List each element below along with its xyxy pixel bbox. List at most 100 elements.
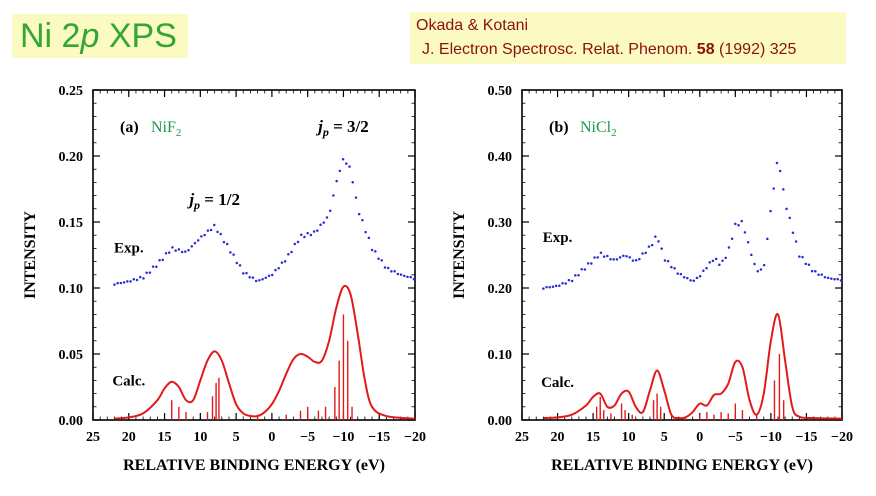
title-suffix: XPS [99,17,177,55]
x-tick-label: 5 [661,430,668,445]
exp-data-point [367,236,371,240]
exp-data-point [126,280,129,283]
exp-data-point [267,274,271,278]
exp-data-point [801,255,804,259]
exp-data-point [628,256,631,259]
x-tick-label: 25 [515,430,529,445]
exp-data-point [804,262,807,266]
exp-data-point [374,250,377,253]
x-tick-label: 20 [122,430,136,445]
exp-data-point [142,277,145,280]
exp-data-point [345,162,348,165]
exp-data-point [254,279,258,283]
exp-data-point [686,276,689,280]
exp-data-point [219,232,222,236]
exp-data-point [638,257,641,261]
y-tick-label: 0.30 [488,216,513,231]
exp-data-point [833,277,836,281]
exp-data-point [542,287,545,290]
exp-data-point [615,258,619,261]
exp-data-point [332,194,335,197]
y-axis-label: INTENSITY [22,211,39,299]
exp-data-point [794,240,798,243]
exp-data-point [216,230,219,234]
exp-data-point [609,257,612,261]
exp-data-point [737,223,740,227]
exp-data-point [788,216,791,220]
exp-data-point [283,260,287,263]
exp-data-point [290,250,293,254]
exp-data-point [650,243,654,247]
exp-data-point [670,265,673,269]
exp-data-point [564,282,567,285]
x-tick-label: 15 [158,430,172,445]
panel-b: 25 20 15 10 5 0 −5 −10 −15 −20 0.00 0.10 0.20 0.30 0.4… [451,84,853,474]
exp-data-point [348,165,351,168]
exp-data-point [647,245,651,248]
y-tick-label: 0.10 [59,282,84,297]
panel-label: (b) [549,119,569,136]
exp-data-point [673,266,676,270]
exp-data-point [599,251,603,254]
exp-data-point [196,239,200,242]
x-tick-label: −20 [404,430,426,445]
title-italic-p: p [80,17,100,55]
exp-data-point [750,253,753,257]
reference-box: Okada & Kotani J. Electron Spectrosc. Re… [410,12,846,64]
exp-data-point [390,270,393,273]
reference-volume: 58 [696,41,715,58]
exp-data-point [567,278,571,282]
exp-data-point [187,248,190,252]
exp-data-point [354,196,358,199]
exp-data-point [606,254,609,258]
exp-data-point [164,251,168,255]
exp-data-point [823,276,827,279]
x-tick-label: −5 [300,430,315,445]
exp-data-point [830,277,833,280]
slide-title: Ni 2p XPS [12,14,188,58]
exp-data-point [730,237,734,240]
exp-data-point [193,241,197,245]
x-tick-label: 25 [86,430,100,445]
exp-data-point [328,209,332,213]
exp-data-point [692,279,695,282]
exp-data-point [155,265,158,269]
exp-data-point [666,259,670,263]
exp-data-point [138,275,142,279]
x-tick-label: 20 [551,430,565,445]
exp-data-point [743,231,747,234]
exp-data-point [657,240,660,243]
exp-data-point [634,259,638,262]
exp-data-point [145,271,148,275]
exp-data-point [727,246,731,249]
calc-curve [543,313,843,420]
exp-data-point [322,221,326,224]
exp-data-point [229,251,232,254]
exp-data-point [412,277,416,281]
exp-data-point [612,258,615,261]
exp-data-point [206,229,210,232]
exp-data-point [814,269,817,273]
exp-data-point [222,240,226,244]
exp-data-point [586,262,590,265]
exp-data-point [316,229,319,232]
exp-data-point [270,273,274,277]
exp-data-point [119,281,123,285]
exp-data-point [148,271,152,274]
exp-data-point [277,266,280,270]
x-axis-label: RELATIVE BINDING ENERGY (eV) [123,457,385,474]
exp-data-point [775,161,779,165]
exp-data-point [393,270,396,273]
reference-authors: Okada & Kotani [416,17,529,34]
exp-data-point [625,254,628,258]
exp-data-point [245,271,248,275]
exp-data-point [580,268,583,271]
x-tick-label: 10 [622,430,636,445]
exp-data-point [622,254,625,258]
exp-data-point [122,281,126,284]
exp-data-point [225,242,229,246]
compound-label: NiF2 [151,119,181,139]
x-tick-label: 0 [696,430,703,445]
exp-data-point [248,276,251,279]
exp-data-point [213,223,216,227]
